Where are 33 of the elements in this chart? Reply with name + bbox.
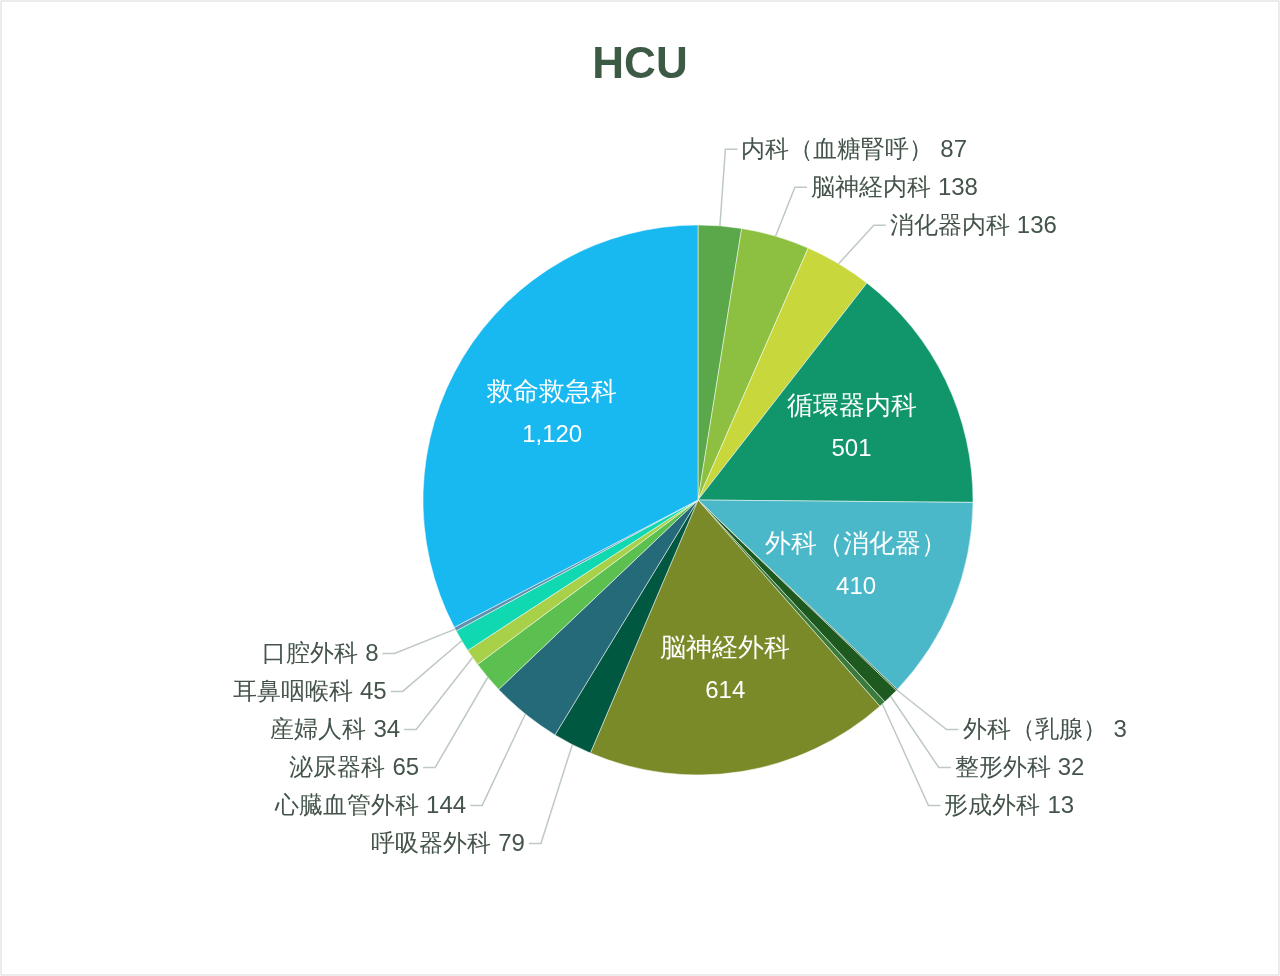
slice-label: 内科（血糖腎呼） [741,135,934,163]
data-label: 136 [1016,211,1057,239]
slice-label: 心臓血管外科 [274,791,420,819]
data-label: 501 [831,433,872,461]
data-label: 3 [1113,715,1127,743]
data-label: 144 [426,791,467,819]
data-label: 1,120 [522,419,583,447]
slice-label: 脳神経内科 [810,173,931,201]
slice-label: 外科（消化器） [765,527,948,558]
data-label: 32 [1057,753,1085,781]
data-label: 138 [937,173,978,201]
slice-label: 耳鼻咽喉科 [232,677,353,705]
data-label: 614 [705,676,746,704]
data-label: 79 [498,829,525,857]
slice-label: 泌尿器科 [289,753,386,781]
slice-label: 呼吸器外科 [371,829,492,857]
slice-label: 産婦人科 [270,715,367,743]
data-label: 410 [836,571,877,599]
chart-title: HCU [592,38,688,87]
slice-label: 消化器内科 [889,211,1010,239]
slice-label: 循環器内科 [786,389,917,420]
data-label: 87 [940,135,968,163]
data-label: 13 [1047,791,1075,819]
data-label: 45 [359,677,387,705]
data-label: 34 [373,715,401,743]
data-label: 8 [365,639,379,667]
slice-label: 口腔外科 [262,639,359,667]
slice-label: 脳神経外科 [660,632,791,663]
data-label: 65 [392,753,420,781]
slice-label: 整形外科 [954,753,1051,781]
slice-label: 救命救急科 [486,375,618,406]
slice-label: 外科（乳腺） [962,715,1107,743]
slice-label: 形成外科 [944,791,1041,819]
